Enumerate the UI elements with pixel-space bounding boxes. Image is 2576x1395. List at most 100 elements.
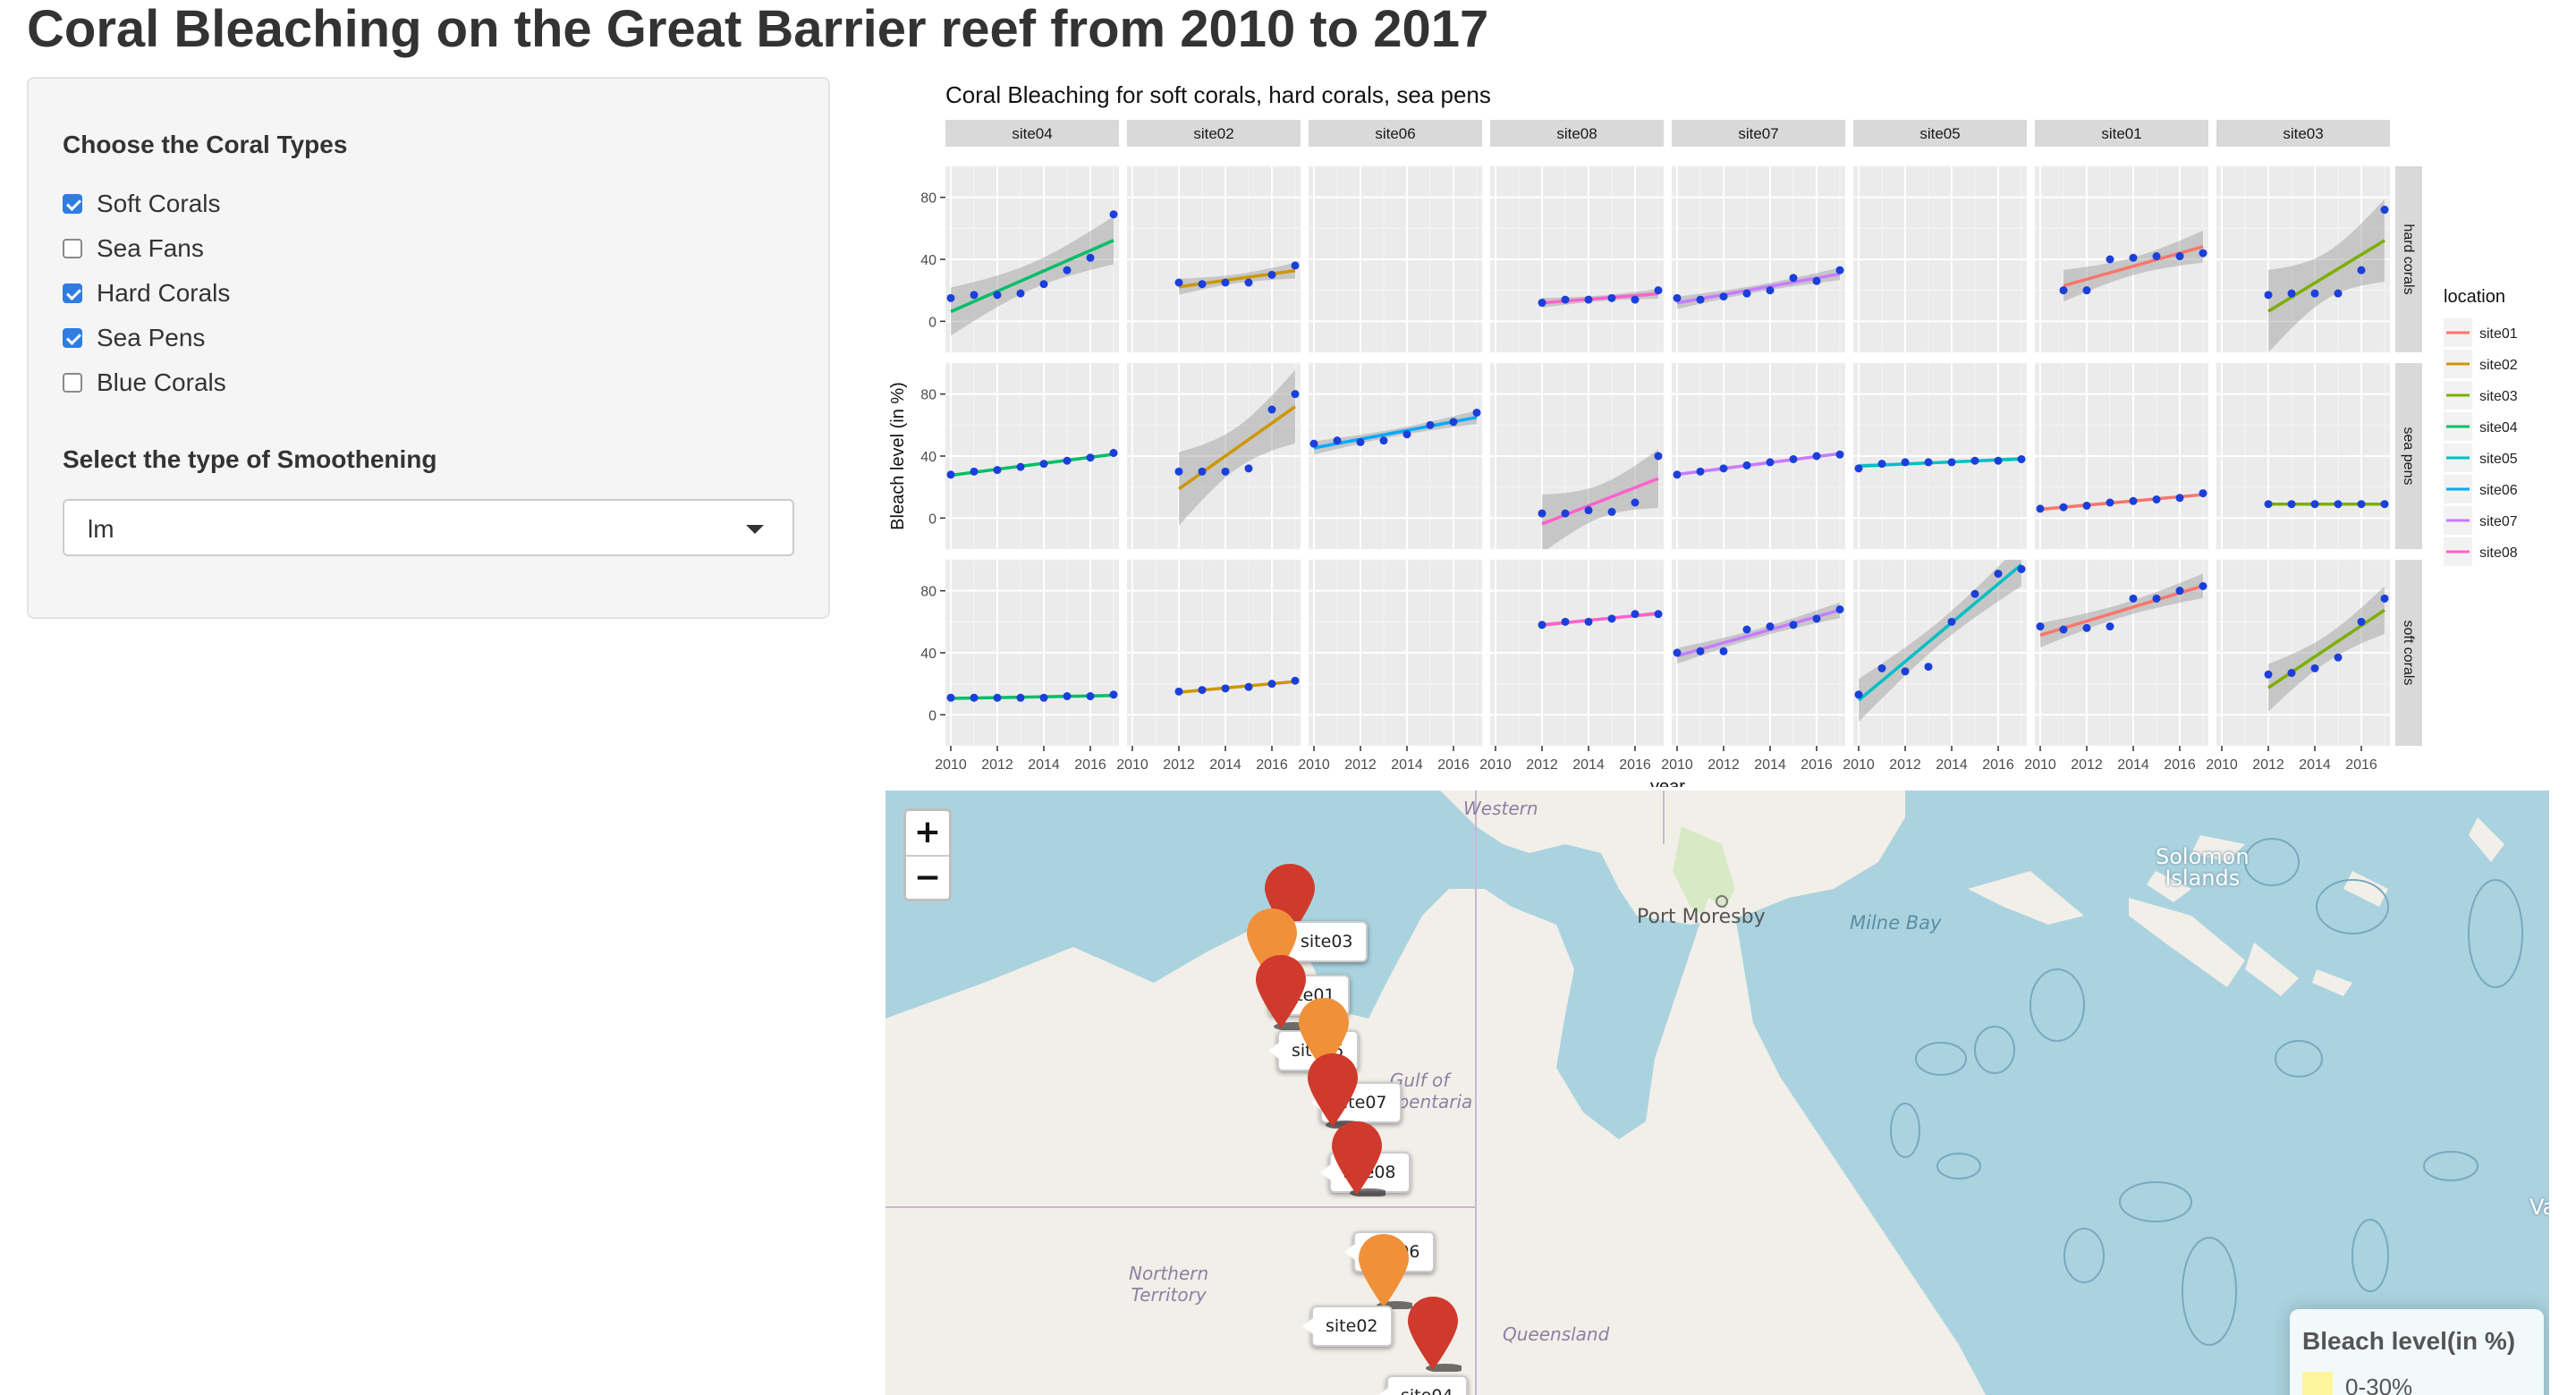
data-point [1472, 408, 1481, 417]
y-tick-label: 0 [928, 708, 936, 723]
data-point [2357, 266, 2366, 275]
map-label-solomon: Solomon Islands [2156, 844, 2250, 891]
x-tick-label: 2012 [1526, 757, 1558, 773]
data-point [2199, 581, 2207, 590]
checkbox-icon[interactable] [63, 239, 82, 258]
data-point [993, 466, 1002, 475]
checkbox-label: Sea Fans [97, 234, 204, 262]
map-marker-icon[interactable] [1304, 1052, 1365, 1129]
data-point [946, 470, 955, 479]
checkbox-sea-pens[interactable]: Sea Pens [63, 320, 205, 356]
confidence-band-site08 [1542, 449, 1658, 549]
trend-line-site02 [1177, 405, 1297, 491]
map-label-port-moresby: Port Moresby [1637, 906, 1766, 928]
data-point [1696, 647, 1705, 655]
facet-panel [2216, 559, 2390, 747]
map-marker-icon[interactable] [1404, 1295, 1465, 1373]
data-point [2082, 286, 2091, 295]
legend-swatch [2302, 1372, 2333, 1395]
map-label-queensland: Queensland [1503, 1323, 1610, 1345]
data-point [2264, 500, 2273, 509]
data-point [1970, 589, 1979, 598]
sidebar-panel: Choose the Coral Types Soft Corals Sea F… [27, 77, 830, 619]
checkbox-label: Sea Pens [97, 324, 206, 351]
data-point [970, 291, 979, 300]
data-point [1561, 295, 1570, 304]
x-tick-label: 2010 [1298, 757, 1330, 773]
x-tick-label: 2014 [1209, 757, 1241, 773]
map-label-va: Va [2529, 1195, 2549, 1220]
data-point [1789, 621, 1798, 630]
data-point [2199, 489, 2207, 498]
checkbox-icon[interactable] [63, 373, 82, 393]
smoothening-select[interactable]: lm [63, 499, 794, 556]
data-point [1854, 690, 1863, 699]
checkbox-hard-corals[interactable]: Hard Corals [63, 275, 230, 311]
data-point [2059, 286, 2068, 295]
legend-label: site08 [2479, 545, 2518, 561]
facet-panel [1672, 165, 1845, 353]
data-point [2017, 564, 2026, 573]
data-point [2036, 504, 2045, 513]
data-point [2106, 498, 2114, 507]
x-tick-label: 2012 [2071, 757, 2103, 773]
data-point [1086, 253, 1095, 262]
data-point [1696, 467, 1705, 476]
y-tick-label: 80 [920, 191, 936, 207]
map-basemap [886, 790, 2523, 1395]
data-point [1835, 266, 1844, 275]
data-point [2036, 622, 2045, 631]
data-point [1766, 458, 1775, 467]
zoom-out-button[interactable]: − [913, 859, 942, 896]
data-point [1267, 270, 1276, 279]
data-point [2017, 454, 2026, 463]
checkbox-sea-fans[interactable]: Sea Fans [63, 231, 204, 266]
checkbox-blue-corals[interactable]: Blue Corals [63, 365, 226, 401]
data-point [1221, 278, 1230, 287]
checkbox-soft-corals[interactable]: Soft Corals [63, 186, 221, 222]
data-point [1835, 450, 1844, 459]
data-point [1901, 458, 1910, 467]
facet-panel [2216, 362, 2390, 550]
data-point [1584, 506, 1593, 515]
x-tick-label: 2016 [1074, 757, 1106, 773]
data-point [1696, 295, 1705, 304]
trend-line-site03 [2267, 239, 2385, 313]
facet-panel [945, 559, 1119, 747]
facet-strip-site06 [1309, 120, 1482, 147]
data-point [2287, 500, 2296, 509]
x-axis-label: year [1650, 777, 1685, 787]
x-tick-label: 2014 [2299, 757, 2331, 773]
data-point [2129, 253, 2138, 262]
data-point [1291, 261, 1300, 270]
legend-label: site01 [2479, 326, 2518, 342]
y-tick-label: 80 [920, 388, 936, 403]
data-point [1267, 680, 1276, 689]
zoom-in-button[interactable]: + [906, 811, 949, 857]
data-point [1970, 456, 1979, 465]
data-point [2152, 252, 2161, 261]
data-point [1379, 436, 1388, 445]
facet-strip-site01 [2035, 120, 2208, 147]
checkbox-icon[interactable] [63, 328, 82, 348]
facet-panel [1490, 165, 1664, 353]
data-point [1109, 690, 1118, 699]
x-tick-label: 2010 [935, 757, 967, 773]
data-point [1631, 295, 1640, 304]
data-point [993, 693, 1002, 702]
facet-row-strip [2395, 363, 2422, 549]
x-tick-label: 2014 [1028, 757, 1060, 773]
map-widget[interactable]: + − Western Solomon Islands Port Moresby… [886, 790, 2549, 1395]
checkbox-icon[interactable] [63, 194, 82, 214]
data-point [1244, 682, 1253, 691]
x-tick-label: 2010 [1661, 757, 1693, 773]
data-point [1719, 464, 1728, 473]
y-tick-label: 40 [920, 647, 936, 662]
map-marker-icon[interactable] [1328, 1120, 1389, 1197]
checkbox-icon[interactable] [63, 283, 82, 303]
facet-panel [1490, 559, 1664, 747]
x-tick-label: 2010 [1116, 757, 1148, 773]
data-point [1654, 286, 1663, 295]
data-point [1607, 507, 1616, 516]
port-moresby-dot-icon [1716, 895, 1728, 908]
